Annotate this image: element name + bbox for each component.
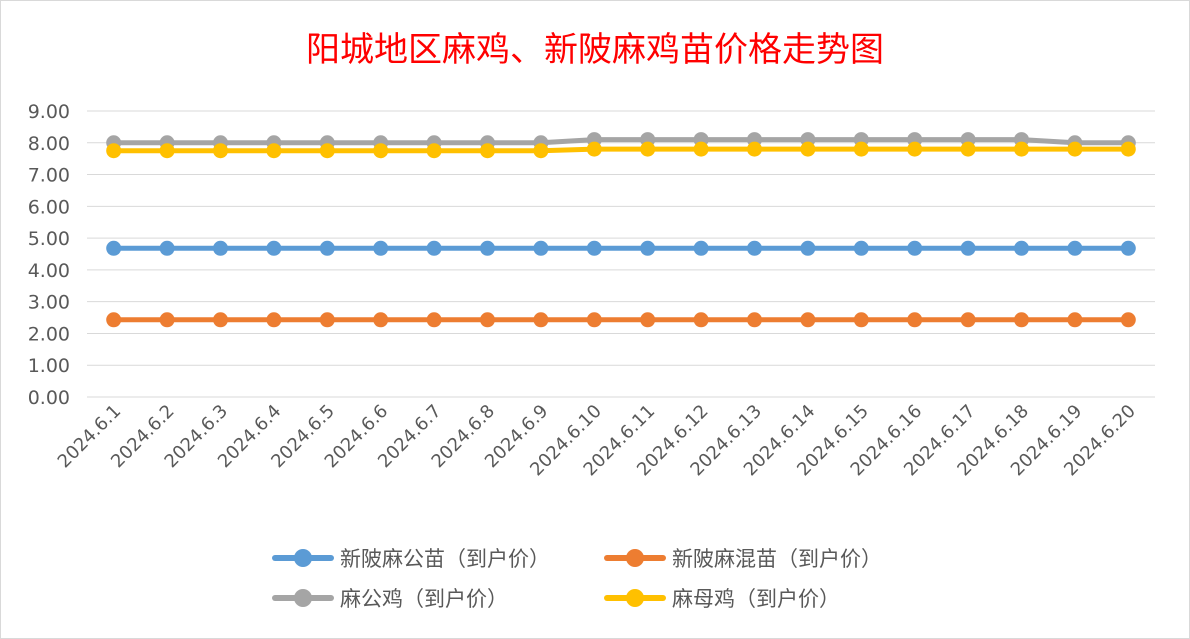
series-4-point-11: [693, 141, 709, 157]
legend-swatch-1: [272, 547, 334, 569]
series-1-point-0: [106, 240, 122, 256]
series-2-point-0: [106, 312, 122, 328]
series-1-point-15: [907, 240, 923, 256]
y-tick-label-7: 7.00: [28, 165, 70, 187]
series-2-point-11: [693, 312, 709, 328]
series-2-point-13: [800, 312, 816, 328]
y-tick-label-4: 4.00: [28, 260, 70, 282]
series-line-4: [111, 146, 1131, 154]
legend-item-1[interactable]: 新陂麻公苗（到户价）: [272, 543, 550, 573]
series-2-point-1: [159, 312, 175, 328]
series-1-point-7: [480, 240, 495, 256]
chart-title: 阳城地区麻鸡、新陂麻鸡苗价格走势图: [306, 30, 884, 70]
series-1-point-5: [373, 240, 389, 256]
series-1-point-12: [747, 240, 762, 256]
series-1-point-16: [960, 240, 976, 256]
legend-item-4[interactable]: 麻母鸡（到户价）: [604, 583, 840, 613]
legend-label-2: 新陂麻混苗（到户价）: [672, 547, 882, 571]
series-1-point-8: [533, 240, 549, 256]
series-2-point-3: [266, 312, 282, 328]
series-1-point-17: [1014, 240, 1029, 256]
series-1-point-10: [640, 240, 656, 256]
y-tick-label-9: 9.00: [28, 101, 70, 123]
series-4-point-2: [213, 143, 228, 159]
y-tick-label-0: 0.00: [28, 387, 70, 409]
series-1-point-4: [319, 240, 335, 256]
y-tick-label-5: 5.00: [28, 228, 70, 250]
series-1-point-19: [1120, 240, 1136, 256]
series-1-point-18: [1067, 240, 1083, 256]
series-2-point-5: [373, 312, 389, 328]
series-2-point-16: [960, 312, 976, 328]
series-4-point-1: [159, 143, 175, 159]
series-2-point-19: [1120, 312, 1136, 328]
y-tick-label-8: 8.00: [28, 133, 70, 155]
series-4-point-10: [640, 141, 656, 157]
series-4-point-5: [373, 143, 389, 159]
series-1-point-1: [159, 240, 175, 256]
legend-label-3: 麻公鸡（到户价）: [340, 587, 508, 611]
series-1-point-13: [800, 240, 816, 256]
series-1-point-11: [693, 240, 709, 256]
series-2-point-17: [1014, 312, 1029, 328]
series-4-point-12: [747, 141, 762, 157]
series-2-point-2: [213, 312, 228, 328]
series-2-point-14: [853, 312, 869, 328]
series-4-point-6: [426, 143, 442, 159]
series-2-point-9: [586, 312, 602, 328]
series-4-point-13: [800, 141, 816, 157]
series-4-point-14: [853, 141, 869, 157]
series-1-point-14: [853, 240, 869, 256]
series-4-point-15: [907, 141, 923, 157]
series-1-point-3: [266, 240, 282, 256]
legend-item-3[interactable]: 麻公鸡（到户价）: [272, 583, 508, 613]
series-4-point-7: [480, 143, 495, 159]
series-4-point-0: [106, 143, 122, 159]
y-tick-label-1: 1.00: [28, 355, 70, 377]
series-4-point-4: [319, 143, 335, 159]
series-2-point-7: [480, 312, 495, 328]
series-2-point-15: [907, 312, 923, 328]
y-tick-label-6: 6.00: [28, 196, 70, 218]
series-1-point-6: [426, 240, 442, 256]
series-2-point-4: [319, 312, 335, 328]
series-4-point-17: [1014, 141, 1029, 157]
series-4-point-8: [533, 143, 549, 159]
series-4-point-16: [960, 141, 976, 157]
series-4-point-18: [1067, 141, 1083, 157]
legend-label-4: 麻母鸡（到户价）: [672, 587, 840, 611]
series-2-point-8: [533, 312, 549, 328]
legend-swatch-4: [604, 587, 666, 609]
series-2-point-10: [640, 312, 656, 328]
series-1-point-9: [586, 240, 602, 256]
series-4-point-19: [1120, 141, 1136, 157]
legend-swatch-3: [272, 587, 334, 609]
series-2-point-6: [426, 312, 442, 328]
series-4-point-9: [586, 141, 602, 157]
legend-swatch-2: [604, 547, 666, 569]
legend-item-2[interactable]: 新陂麻混苗（到户价）: [604, 543, 882, 573]
series-line-3: [111, 137, 1131, 146]
series-2-point-12: [747, 312, 762, 328]
series-2-point-18: [1067, 312, 1083, 328]
legend-label-1: 新陂麻公苗（到户价）: [340, 547, 550, 571]
y-tick-label-3: 3.00: [28, 292, 70, 314]
series-4-point-3: [266, 143, 282, 159]
y-tick-label-2: 2.00: [28, 323, 70, 345]
series-1-point-2: [213, 240, 228, 256]
